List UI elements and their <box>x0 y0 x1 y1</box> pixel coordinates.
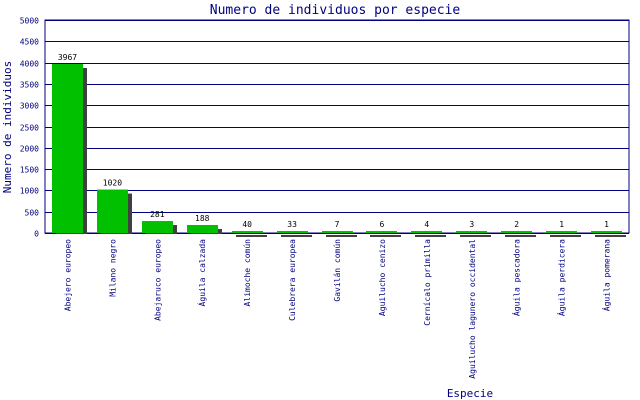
bar-value-label: 188 <box>195 214 210 223</box>
category-label: Milano negro <box>108 239 117 297</box>
y-tick-label: 0 <box>34 230 39 239</box>
bar-value-label: 6 <box>380 220 385 229</box>
bar-value-label: 1 <box>604 220 609 229</box>
y-tick-label: 3000 <box>20 102 39 111</box>
bar <box>277 231 308 233</box>
bar-value-label: 3 <box>469 220 474 229</box>
data-labels: 3967 1020 281 188 40 33 7 6 4 3 2 1 1 <box>58 53 609 229</box>
bar-shadow <box>281 235 312 237</box>
bar-value-label: 2 <box>514 220 519 229</box>
y-tick-label: 4500 <box>20 38 39 47</box>
bars <box>52 64 626 237</box>
category-label: Águila calzada <box>196 239 207 307</box>
bar <box>322 231 353 233</box>
y-axis-ticks: 0 500 1000 1500 2000 2500 3000 3500 4000 4500 5000 <box>20 17 39 239</box>
bar-value-label: 1 <box>559 220 564 229</box>
bar-shadow <box>415 235 446 237</box>
bar <box>187 224 218 233</box>
y-tick-label: 3500 <box>20 81 39 90</box>
bar-shadow <box>326 235 357 237</box>
y-tick-label: 5000 <box>20 17 39 26</box>
category-label: Aguilucho cenizo <box>378 239 387 316</box>
category-label: Gavilán común <box>333 239 342 302</box>
bar <box>456 231 487 233</box>
y-tick-label: 1000 <box>20 187 39 196</box>
bar <box>366 231 397 233</box>
category-label: Abejaruco europeo <box>153 239 162 321</box>
bar <box>411 231 442 233</box>
category-label: Águila pescadora <box>511 239 522 316</box>
category-label: Alimoche común <box>243 239 252 307</box>
y-tick-label: 500 <box>25 209 40 218</box>
bar <box>546 231 577 233</box>
category-label: Culebrera europea <box>288 239 297 321</box>
y-axis-title: Numero de individuos <box>1 61 14 193</box>
bar <box>142 221 173 233</box>
chart-title: Numero de individuos por especie <box>210 3 461 18</box>
category-label: Águila perdicera <box>556 239 567 316</box>
bar-shadow <box>505 235 536 237</box>
bar-shadow <box>370 235 401 237</box>
category-label: Águila pomerana <box>601 239 612 311</box>
category-label: Aguilucho lagunero occidental <box>468 239 477 379</box>
grid <box>44 19 630 234</box>
plot-frame <box>44 19 630 234</box>
x-axis-title: Especie <box>447 387 493 400</box>
bar-shadow <box>460 235 491 237</box>
y-tick-label: 2000 <box>20 145 39 154</box>
bar <box>501 231 532 233</box>
bar <box>232 231 263 233</box>
bar-shadow <box>550 235 581 237</box>
bar <box>591 231 622 233</box>
bar <box>52 64 83 233</box>
bar-value-label: 1020 <box>103 179 122 188</box>
bar-value-label: 7 <box>335 220 340 229</box>
y-tick-label: 2500 <box>20 124 39 133</box>
bar-value-label: 4 <box>424 220 429 229</box>
y-tick-label: 1500 <box>20 166 39 175</box>
category-label: Cernícalo primilla <box>423 239 432 326</box>
bar-shadow <box>595 235 626 237</box>
bar-value-label: 281 <box>150 210 165 219</box>
bar-value-label: 40 <box>242 220 252 229</box>
bar-value-label: 3967 <box>58 53 77 62</box>
y-tick-label: 4000 <box>20 60 39 69</box>
category-label: Abejero europeo <box>63 239 72 311</box>
bar <box>97 189 128 233</box>
category-labels: Abejero europeo Milano negro Abejaruco eur… <box>63 239 611 379</box>
bar-value-label: 33 <box>287 220 297 229</box>
bar-shadow <box>236 235 267 237</box>
